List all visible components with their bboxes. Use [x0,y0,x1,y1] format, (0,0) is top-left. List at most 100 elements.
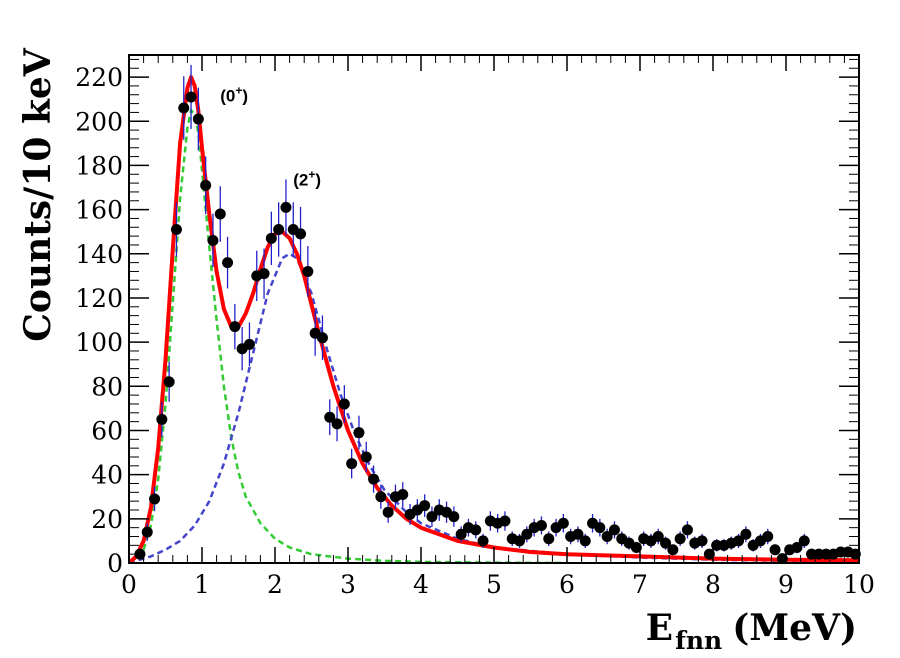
y-tick-label: 40 [91,461,123,490]
y-tick-label: 100 [75,328,123,357]
data-point [185,91,197,103]
data-points [134,64,861,565]
data-point [535,519,547,531]
x-tick-label: 7 [632,570,648,599]
data-point [477,535,489,547]
data-point [163,376,175,388]
data-point [514,535,526,547]
data-point [178,102,190,114]
data-point [601,530,613,542]
data-point [316,332,328,344]
peak-label: (2+) [293,167,321,189]
data-point [156,413,168,425]
x-axis: 0 1 2 3 4 5 6 7 8 9 10 [121,55,875,599]
y-axis: 0 20 40 60 80 100 120 140 160 180 200 220 [75,58,859,578]
data-point [419,500,431,512]
data-point [192,113,204,125]
fit-total-curve [129,75,859,563]
x-tick-label: 8 [705,570,721,599]
y-tick-label: 0 [107,549,123,578]
y-tick-label: 120 [75,284,123,313]
x-axis-title-main: E [646,607,673,649]
data-point [557,517,569,529]
y-tick-label: 200 [75,107,123,136]
data-point [360,451,372,463]
data-point [696,535,708,547]
x-tick-label: 3 [340,570,356,599]
data-point [207,235,219,247]
data-point [243,338,255,350]
data-point [740,528,752,540]
y-tick-label: 160 [75,196,123,225]
data-point [200,179,212,191]
y-axis-title: Counts/10 keV [17,47,59,342]
y-tick-label: 20 [91,505,123,534]
data-point [149,493,161,505]
data-point [681,524,693,536]
data-point [397,489,409,501]
data-point [608,524,620,536]
fit-2plus-curve [129,252,859,563]
data-point [455,528,467,540]
data-point [572,528,584,540]
data-point [295,228,307,240]
data-point [579,535,591,547]
y-tick-label: 140 [75,240,123,269]
data-point [667,544,679,556]
data-point [170,223,182,235]
data-point [594,522,606,534]
data-point [733,535,745,547]
data-point [630,542,642,554]
data-point [368,473,380,485]
data-point [426,511,438,523]
data-point [660,537,672,549]
fit-0plus-curve [129,108,568,563]
data-point [791,542,803,554]
peak-label: (0+) [220,83,248,105]
data-point [448,511,460,523]
data-point [338,398,350,410]
data-point [331,418,343,430]
data-point [543,533,555,545]
fit-curves [129,75,859,563]
x-tick-label: 5 [486,570,502,599]
data-point [798,535,810,547]
data-point [762,530,774,542]
x-tick-label: 6 [559,570,575,599]
data-point [141,526,153,538]
y-tick-label: 220 [75,63,123,92]
data-point [652,530,664,542]
x-tick-label: 1 [194,570,210,599]
data-point [222,257,234,269]
data-point [258,268,270,280]
data-point [499,515,511,527]
data-point [769,544,781,556]
data-point [353,427,365,439]
data-point [273,223,285,235]
data-point [134,548,146,560]
data-point [324,411,336,423]
y-tick-label: 80 [91,372,123,401]
x-axis-title-unit: (MeV) [732,607,857,649]
x-tick-label: 4 [413,570,429,599]
data-point [265,232,277,244]
data-point [674,533,686,545]
data-point [346,458,358,470]
data-point [382,506,394,518]
data-point [280,201,292,213]
peak-annotations: (0+) (2+) [220,83,321,189]
data-point [470,524,482,536]
x-tick-label: 9 [778,570,794,599]
data-point [214,208,226,220]
data-point [229,321,241,333]
x-axis-title: Efnn (MeV) [646,607,857,655]
x-axis-title-sub: fnn [675,626,722,655]
data-point [302,265,314,277]
x-tick-label: 2 [267,570,283,599]
y-tick-label: 60 [91,416,123,445]
data-point [776,553,788,565]
x-tick-label: 10 [843,570,875,599]
data-point [521,528,533,540]
data-point [375,491,387,503]
